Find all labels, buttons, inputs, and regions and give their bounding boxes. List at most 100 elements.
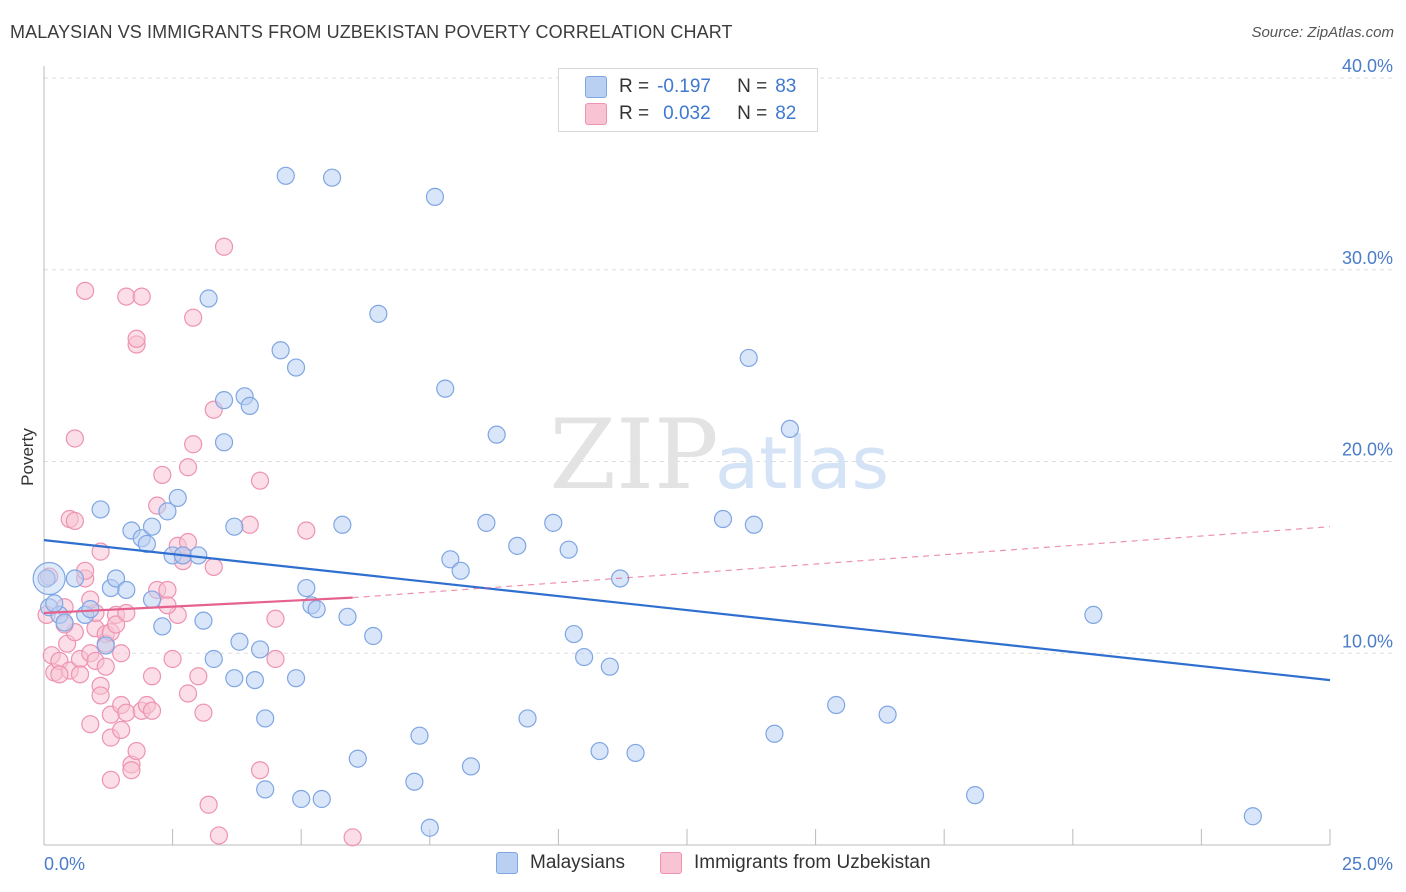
data-point-uzbekistan: [76, 281, 95, 300]
data-point-uzbekistan: [153, 465, 172, 485]
legend-box: R = -0.197 N = 83 R = 0.032 N = 82: [558, 68, 818, 132]
data-point-malaysian: [256, 709, 275, 728]
data-point-malaysian: [286, 358, 306, 377]
y-tick-label: 30.0%: [1342, 248, 1393, 268]
data-point-malaysian: [256, 780, 275, 799]
data-point-uzbekistan: [184, 435, 203, 454]
data-point-malaysian: [81, 600, 100, 619]
series-malaysians-points: [32, 166, 1262, 837]
data-point-uzbekistan: [65, 429, 84, 448]
data-point-malaysian: [194, 611, 213, 630]
legend-swatch-pink: [585, 103, 607, 125]
data-point-uzbekistan: [122, 761, 141, 780]
data-point-malaysian: [142, 517, 162, 536]
trend-line-uzbekistan: [43, 596, 353, 615]
data-point-malaysian: [55, 613, 74, 632]
data-point-malaysian: [168, 488, 187, 508]
trend-line-malaysians: [43, 539, 1331, 682]
data-point-malaysian: [878, 705, 897, 724]
data-point-malaysian: [292, 789, 311, 809]
data-point-uzbekistan: [189, 667, 208, 686]
data-point-malaysian: [117, 580, 136, 600]
y-tick-label: 40.0%: [1342, 56, 1393, 76]
bottom-legend-label: Immigrants from Uzbekistan: [694, 852, 931, 873]
data-point-malaysian: [575, 647, 594, 667]
data-point-uzbekistan: [209, 826, 228, 845]
data-point-uzbekistan: [132, 287, 151, 306]
data-point-uzbekistan: [91, 686, 110, 705]
data-point-malaysian: [590, 741, 609, 761]
data-point-uzbekistan: [127, 741, 146, 761]
data-point-malaysian: [410, 726, 429, 745]
data-point-uzbekistan: [101, 770, 120, 789]
data-point-malaysian: [425, 187, 445, 206]
data-point-malaysian: [225, 517, 244, 536]
legend-swatch-blue: [585, 76, 607, 98]
bottom-legend-uzbekistan: Immigrants from Uzbekistan: [660, 852, 931, 874]
data-point-malaysian: [65, 569, 84, 588]
grid-lines: [44, 77, 1392, 654]
legend-r-value: -0.197: [657, 76, 711, 97]
data-point-malaysian: [91, 500, 110, 519]
data-point-malaysian: [461, 757, 481, 776]
data-point-malaysian: [364, 626, 383, 646]
data-point-malaysian: [230, 632, 249, 651]
data-point-malaysian: [827, 695, 846, 715]
data-point-malaysian: [626, 743, 645, 763]
series-uzbekistan-points: [37, 237, 362, 847]
tick-labels: 10.0% 20.0% 30.0% 40.0% 0.0% 25.0%: [44, 56, 1393, 874]
data-point-malaysian: [436, 379, 455, 398]
data-point-malaysian: [441, 550, 460, 569]
data-point-malaysian: [564, 624, 583, 644]
trend-lines: [43, 526, 1331, 682]
data-point-uzbekistan: [70, 665, 90, 684]
data-point-malaysian: [780, 419, 799, 439]
data-point-uzbekistan: [117, 703, 136, 722]
data-point-uzbekistan: [127, 329, 146, 348]
data-point-malaysian: [245, 670, 265, 690]
data-point-uzbekistan: [142, 667, 162, 686]
data-point-malaysian: [45, 594, 64, 613]
watermark-zip: ZIP: [549, 399, 718, 511]
data-point-uzbekistan: [199, 795, 218, 814]
data-point-malaysian: [106, 569, 126, 588]
x-tick-label: 25.0%: [1342, 854, 1393, 874]
data-point-malaysian: [214, 433, 234, 452]
data-point-malaysian: [333, 515, 352, 534]
bottom-swatch-blue: [496, 852, 518, 874]
legend-r-label: R =: [619, 103, 650, 124]
data-point-malaysian: [744, 515, 763, 534]
data-point-malaysian: [204, 649, 223, 669]
data-point-malaysian: [137, 534, 156, 554]
data-point-uzbekistan: [250, 761, 270, 780]
data-point-malaysian: [312, 789, 331, 809]
data-point-malaysian: [420, 818, 439, 837]
data-point-malaysian: [600, 657, 619, 676]
legend-n-value: 83: [775, 76, 797, 97]
data-point-uzbekistan: [184, 308, 203, 327]
data-point-uzbekistan: [240, 515, 259, 534]
legend-r-value: 0.032: [663, 103, 711, 124]
data-point-uzbekistan: [117, 603, 136, 623]
data-point-malaysian: [713, 509, 733, 529]
data-point-uzbekistan: [81, 715, 100, 734]
data-point-malaysian-cluster: [32, 561, 66, 596]
data-point-malaysian: [276, 166, 295, 185]
data-point-malaysian: [297, 578, 316, 598]
data-point-uzbekistan: [194, 703, 213, 722]
bottom-legend-label: Malaysians: [530, 852, 626, 873]
data-point-malaysian: [487, 425, 506, 444]
data-point-malaysian: [765, 724, 784, 743]
chart-title: MALAYSIAN VS IMMIGRANTS FROM UZBEKISTAN …: [10, 22, 733, 42]
bottom-swatch-pink: [660, 852, 682, 874]
data-point-uzbekistan: [343, 828, 362, 847]
data-point-uzbekistan: [65, 511, 84, 531]
data-point-uzbekistan: [250, 471, 270, 490]
data-point-uzbekistan: [142, 701, 162, 720]
data-point-malaysian: [518, 709, 537, 728]
data-point-malaysian: [477, 513, 496, 532]
data-point-uzbekistan: [178, 458, 198, 477]
data-point-malaysian: [405, 772, 424, 791]
bottom-legend: Malaysians Immigrants from Uzbekistan: [0, 852, 1406, 878]
data-point-malaysian: [965, 786, 985, 805]
